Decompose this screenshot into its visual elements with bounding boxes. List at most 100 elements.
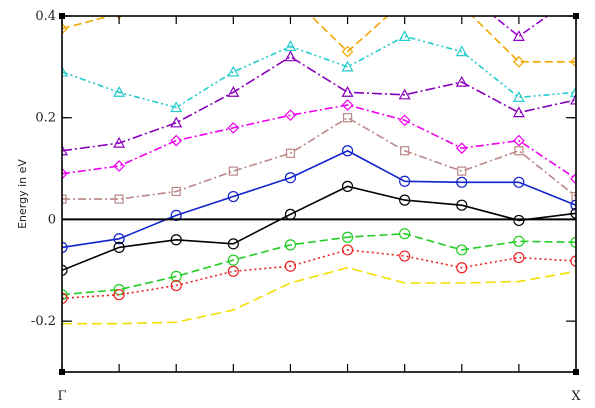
data-point — [228, 166, 238, 176]
band-line — [62, 149, 576, 249]
data-point — [456, 244, 468, 256]
data-point — [113, 241, 125, 253]
band-line — [62, 249, 576, 300]
data-point — [455, 142, 468, 155]
data-point — [455, 75, 468, 87]
data-point — [113, 284, 125, 296]
data-point — [113, 136, 126, 148]
band-series-3 — [62, 30, 576, 113]
band-line — [62, 266, 576, 325]
data-point — [284, 260, 297, 272]
data-point — [113, 289, 125, 301]
data-point — [457, 1, 467, 11]
band-line — [62, 16, 576, 63]
data-point — [227, 238, 239, 250]
band-series-10 — [62, 244, 576, 304]
data-point — [170, 279, 182, 292]
data-point — [170, 134, 183, 147]
y-tick-label: 0.2 — [35, 111, 56, 126]
data-point — [227, 65, 240, 77]
band-series-1 — [62, 0, 576, 68]
data-point — [513, 134, 525, 147]
data-point — [399, 228, 411, 240]
data-point — [114, 194, 124, 204]
data-point — [62, 264, 68, 276]
data-point — [456, 199, 468, 211]
data-point — [227, 86, 240, 97]
data-point — [456, 262, 468, 274]
data-point — [62, 22, 68, 35]
band-series-6 — [62, 113, 576, 204]
plot-frame — [61, 15, 577, 373]
band-series-8 — [62, 180, 576, 276]
data-point — [398, 88, 411, 100]
data-point — [513, 251, 525, 264]
data-point — [62, 289, 68, 301]
data-point — [342, 113, 353, 123]
x-tick-label: Γ — [57, 389, 66, 404]
data-point — [170, 101, 183, 113]
data-point — [456, 176, 468, 188]
data-point — [284, 172, 297, 184]
y-tick-label: 0 — [48, 212, 56, 227]
data-point — [455, 45, 468, 57]
x-tick-label: X — [571, 389, 581, 404]
band-series-9 — [62, 228, 576, 301]
axis-ticks — [61, 15, 577, 372]
data-point — [284, 50, 297, 62]
band-line — [492, 16, 549, 38]
data-point — [62, 194, 67, 204]
data-point — [513, 214, 525, 227]
data-point — [113, 86, 126, 97]
data-point — [569, 86, 576, 97]
y-tick-label: 0.4 — [35, 9, 56, 24]
data-point — [341, 86, 354, 97]
data-point — [284, 109, 297, 122]
band-series-11 — [62, 266, 576, 325]
data-point — [400, 146, 410, 156]
y-tick-label: -0.2 — [31, 314, 56, 329]
band-series-7 — [62, 145, 576, 253]
data-point — [341, 45, 354, 58]
data-point — [513, 235, 525, 247]
data-point — [570, 55, 576, 68]
data-point — [285, 148, 296, 158]
band-line — [62, 185, 576, 272]
band-line — [62, 35, 576, 109]
data-point — [570, 199, 576, 211]
data-point — [513, 55, 525, 68]
data-point — [62, 292, 68, 304]
data-point — [285, 0, 295, 1]
data-point — [514, 146, 524, 156]
data-point — [62, 167, 68, 180]
data-point — [570, 236, 576, 248]
data-point — [227, 190, 239, 203]
data-point — [341, 244, 354, 256]
data-point — [399, 194, 411, 206]
frame-corners — [59, 13, 579, 375]
data-point — [400, 0, 410, 6]
band-line — [62, 104, 576, 180]
data-point — [170, 116, 183, 128]
data-point — [570, 207, 576, 219]
band-series-2 — [492, 16, 549, 41]
data-point — [113, 233, 125, 245]
data-point — [62, 144, 69, 156]
data-point — [341, 99, 354, 111]
data-point — [571, 191, 576, 202]
data-point — [570, 172, 576, 185]
data-point — [457, 166, 467, 176]
data-point — [399, 250, 411, 262]
data-point — [569, 93, 576, 105]
data-point — [512, 91, 525, 102]
data-point — [170, 234, 182, 246]
data-point — [341, 231, 354, 243]
data-point — [513, 176, 525, 188]
data-point — [227, 122, 240, 134]
band-line — [62, 55, 576, 152]
data-point — [341, 180, 354, 192]
data-point — [227, 265, 239, 277]
data-point — [341, 145, 354, 157]
data-point — [341, 60, 354, 72]
